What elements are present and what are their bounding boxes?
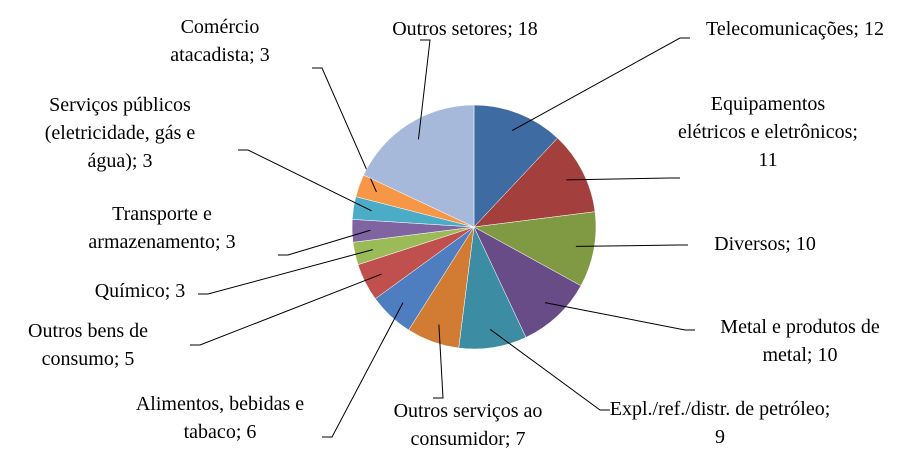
label-line: Telecomunicações; 12 [706, 18, 884, 40]
leader-line [190, 273, 382, 346]
data-label: Transporte e armazenamento; 3 [88, 203, 235, 253]
data-label: Serviços públicos (eletricidade, gás e águ… [45, 94, 196, 172]
data-label: Outros serviços ao consumidor; 7 [394, 400, 543, 450]
data-label: Expl./ref./distr. de petróleo; 9 [610, 398, 831, 448]
data-label: Alimentos, bebidas e tabaco; 6 [136, 393, 304, 443]
pie-slice [473, 137, 596, 228]
label-line: (eletricidade, gás e [45, 122, 196, 144]
leader-line [322, 302, 404, 438]
label-line: metal; 10 [763, 344, 838, 366]
label-line: Comércio [181, 16, 260, 38]
leader-line [433, 324, 444, 399]
data-label: Diversos; 10 [714, 233, 816, 255]
leader-line [566, 177, 680, 181]
data-label: Outros bens de consumo; 5 [28, 320, 148, 370]
leader-line [489, 329, 610, 411]
label-line: Serviços públicos [49, 94, 191, 116]
pie-slice [473, 211, 597, 287]
leader-line [511, 37, 690, 132]
leader-line [278, 229, 371, 256]
data-label: Metal e produtos de metal; 10 [720, 316, 880, 366]
label-line: Outros setores; 18 [392, 18, 538, 40]
pie-slice [363, 104, 475, 228]
leader-line [312, 67, 377, 193]
label-line: Expl./ref./distr. de petróleo; [610, 398, 831, 420]
label-line: elétricos e eletrônicos; [678, 121, 858, 143]
label-line: Outros serviços ao [394, 400, 543, 422]
leader-line [198, 249, 373, 295]
leader-line [575, 244, 688, 247]
label-line: Alimentos, bebidas e [136, 393, 304, 415]
label-line: 11 [758, 149, 777, 171]
label-line: Metal e produtos de [720, 316, 880, 338]
label-line: atacadista; 3 [170, 44, 269, 66]
label-line: Outros bens de [28, 320, 148, 342]
leader-line [238, 149, 372, 212]
data-label: Químico; 3 [95, 280, 186, 302]
label-line: armazenamento; 3 [88, 231, 235, 253]
data-label: Telecomunicações; 12 [706, 18, 884, 40]
label-line: Químico; 3 [95, 280, 186, 302]
label-line: Diversos; 10 [714, 233, 816, 255]
leader-line [544, 302, 695, 331]
data-label: Outros setores; 18 [392, 18, 538, 40]
pie-slice [473, 226, 582, 338]
data-label: Equipamentos elétricos e eletrônicos; 11 [678, 93, 858, 171]
label-line: consumo; 5 [42, 348, 135, 370]
label-line: 9 [715, 426, 725, 448]
data-label: Comércio atacadista; 3 [170, 16, 269, 66]
label-line: Equipamentos [711, 93, 826, 115]
pie-slice [473, 104, 558, 228]
leader-line [417, 39, 431, 140]
label-line: tabaco; 6 [184, 421, 257, 443]
label-line: Transporte e [112, 203, 212, 225]
label-line: água); 3 [88, 150, 153, 172]
label-line: consumidor; 7 [411, 428, 526, 450]
